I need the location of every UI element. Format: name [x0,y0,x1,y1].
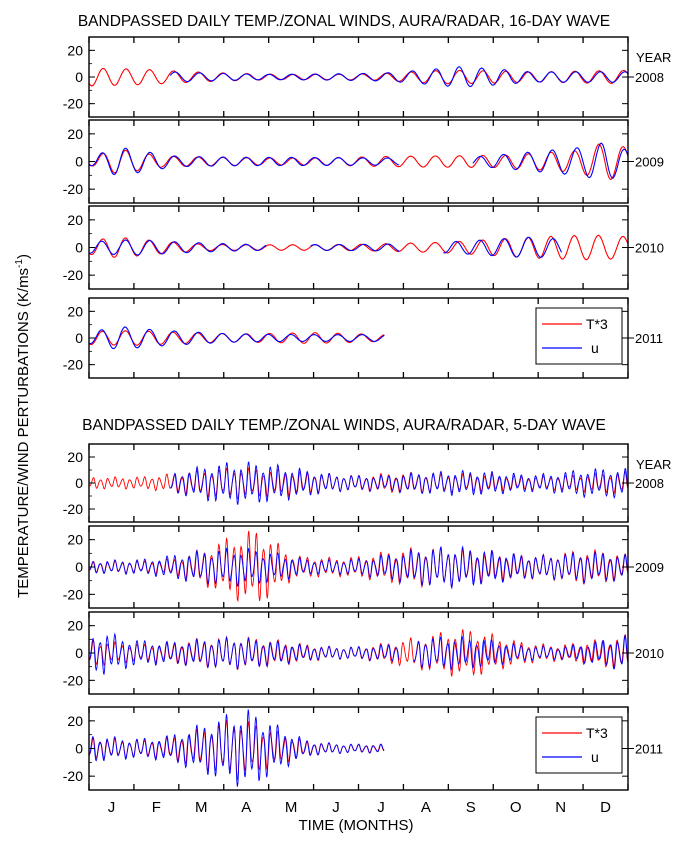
y-axis-label-text: TEMPERATURE/WIND PERTURBATIONS (K/ms [15,268,32,598]
y-tick-label: 0 [75,69,83,85]
series-u-line [169,461,628,505]
month-label: F [152,799,161,816]
y-tick-label: 20 [67,532,83,548]
month-label: M [195,799,208,816]
series-u-line [443,236,562,259]
y-tick-label: 20 [67,618,83,634]
y-axis-label-sup: -1 [14,259,25,268]
month-label: D [600,799,611,816]
month-label: A [241,799,251,816]
year-header-5day: YEAR [636,457,671,472]
month-label: J [377,799,385,816]
y-tick-label: 0 [75,645,83,661]
x-axis-label: TIME (MONTHS) [299,817,414,834]
y-tick-label: 0 [75,154,83,170]
series-u-line [89,326,385,350]
y-tick-label: 20 [67,42,83,58]
legend-label-t: T*3 [586,725,608,741]
year-label: 2010 [635,241,664,256]
series-u-line [89,709,385,787]
year-label: 2008 [635,476,664,491]
y-tick-label: -20 [63,501,83,517]
y-tick-label: -20 [63,586,83,602]
legend: T*3 u [535,716,623,774]
series-u-line [310,243,400,252]
series-u-line [89,545,628,590]
panel-5day-2009: 20 0 -20 2009 [63,525,664,609]
y-tick-label: -20 [63,96,83,112]
year-label: 2009 [635,560,664,575]
month-label: J [332,799,340,816]
year-header-16day: YEAR [636,50,671,65]
year-label: 2011 [635,331,663,346]
y-tick-label: 0 [75,559,83,575]
y-tick-label: 20 [67,449,83,465]
series-u-line [169,66,628,88]
y-tick-label: 0 [75,240,83,256]
series-t-line [89,143,628,181]
series-u-line [472,142,628,179]
y-tick-label: 0 [75,330,83,346]
chart-title-16day: BANDPASSED DAILY TEMP./ZONAL WINDS, AURA… [78,13,610,30]
legend-label-t: T*3 [586,316,608,332]
year-label: 2011 [635,742,663,757]
series-t-line [89,234,628,261]
legend-box [535,716,623,774]
series-u-line [89,632,400,675]
panel-16day-2009: 20 0 -20 2009 [63,119,664,204]
series-u-line [89,239,267,256]
month-label: N [555,799,566,816]
panel-5day-2011: 20 0 -20 2011 T*3 u [63,706,663,791]
panel-16day-2011: 20 0 -20 2011 T*3 u [63,297,663,379]
y-axis-label-close: ) [15,254,32,259]
legend-box [535,307,623,365]
y-tick-label: 20 [67,713,83,729]
y-tick-label: 20 [67,126,83,142]
y-tick-label: -20 [63,357,83,373]
y-tick-label: 20 [67,212,83,228]
panels-layer: 20 0 -20 2008 20 0 -20 2009 20 0 -20 2010 20 0 -20 2011… [63,36,664,791]
series-u-line [89,147,400,176]
legend-label-u: u [591,749,599,765]
legend: T*3 u [535,307,623,365]
y-tick-label: 0 [75,741,83,757]
chart-title-5day: BANDPASSED DAILY TEMP./ZONAL WINDS, AURA… [82,417,606,434]
y-tick-label: -20 [63,267,83,283]
series-u-line [413,633,628,672]
month-label: M [285,799,298,816]
panel-5day-2008: 20 0 -20 2008 [63,443,664,523]
year-label: 2009 [635,155,664,170]
month-label: J [108,799,116,816]
month-label: A [421,799,431,816]
legend-label-u: u [591,340,599,356]
y-tick-label: -20 [63,181,83,197]
y-axis-label: TEMPERATURE/WIND PERTURBATIONS (K/ms-1) [14,254,32,598]
month-label: O [510,799,522,816]
y-tick-label: -20 [63,768,83,784]
panel-16day-2008: 20 0 -20 2008 [63,36,664,118]
y-tick-label: 0 [75,475,83,491]
month-label: S [466,799,476,816]
y-tick-label: 20 [67,303,83,319]
year-label: 2008 [635,70,664,85]
panel-16day-2010: 20 0 -20 2010 [63,205,664,290]
panel-5day-2010: 20 0 -20 2010 [63,611,664,695]
year-label: 2010 [635,646,664,661]
y-tick-label: -20 [63,672,83,688]
